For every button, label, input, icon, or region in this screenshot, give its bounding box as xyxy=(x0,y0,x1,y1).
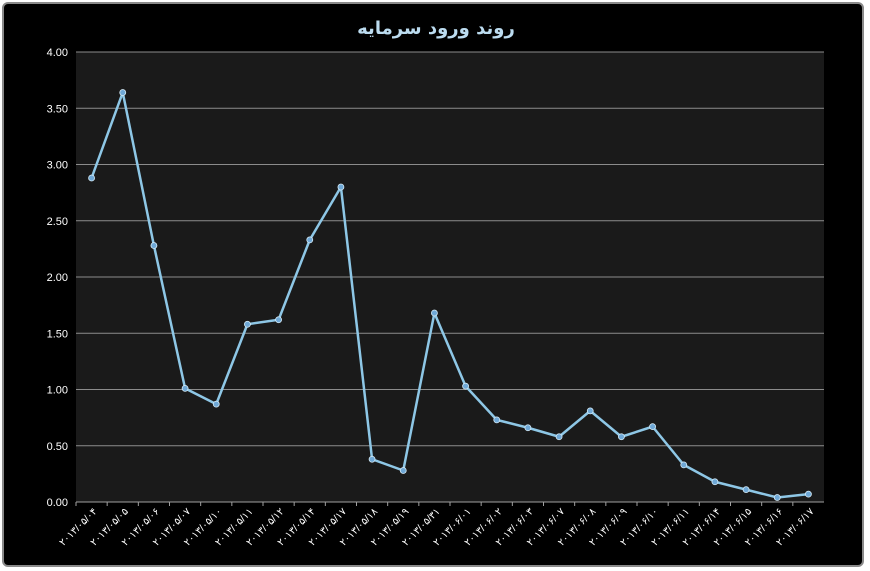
data-point xyxy=(368,455,376,463)
y-tick-label: 1.00 xyxy=(47,385,68,397)
data-point xyxy=(773,494,781,501)
data-point xyxy=(742,486,750,494)
y-tick-label: 3.00 xyxy=(47,160,68,172)
y-tick-label: 3.50 xyxy=(47,103,68,115)
data-point xyxy=(306,236,314,244)
data-point xyxy=(431,309,438,317)
series-line xyxy=(90,91,809,499)
data-point xyxy=(181,384,189,392)
data-point xyxy=(119,89,127,96)
series xyxy=(88,89,812,501)
y-axis-ticks: 0.00 0.50 1.00 1.50 2.00 2.50 3.00 3.50 4.00 xyxy=(47,47,68,509)
data-point xyxy=(275,316,282,324)
data-point xyxy=(493,416,501,424)
x-axis-ticks: ۲۰۱۳/۰۵/۰۴۲۰۱۳/۰۵/۰۵۲۰۱۳/۰۵/۰۶۲۰۱۳/۰۵/۰۷… xyxy=(58,502,817,548)
y-tick-label: 0.50 xyxy=(47,441,68,453)
y-tick-label: 4.00 xyxy=(47,47,68,59)
data-point xyxy=(244,320,251,328)
chart-title: روند ورود سرمایه xyxy=(357,18,515,39)
data-point xyxy=(88,174,95,182)
data-point xyxy=(212,400,220,408)
y-tick-label: 2.50 xyxy=(47,216,68,228)
data-point xyxy=(555,433,563,441)
y-tick-label: 2.00 xyxy=(47,272,68,284)
data-point xyxy=(711,478,719,486)
data-point xyxy=(649,423,656,431)
y-tick-label: 0.00 xyxy=(47,497,68,509)
data-point xyxy=(805,490,812,498)
line-chart: روند ورود سرمایه 0.00 0.50 1.00 1.50 2.00 2.5… xyxy=(47,18,824,548)
y-tick-label: 1.50 xyxy=(47,328,68,340)
data-point xyxy=(462,382,469,390)
data-point xyxy=(524,424,532,432)
data-point xyxy=(337,183,345,191)
data-point xyxy=(618,433,625,441)
data-point xyxy=(586,407,594,415)
data-point xyxy=(150,242,158,249)
data-point xyxy=(680,461,688,469)
data-point xyxy=(399,467,407,474)
